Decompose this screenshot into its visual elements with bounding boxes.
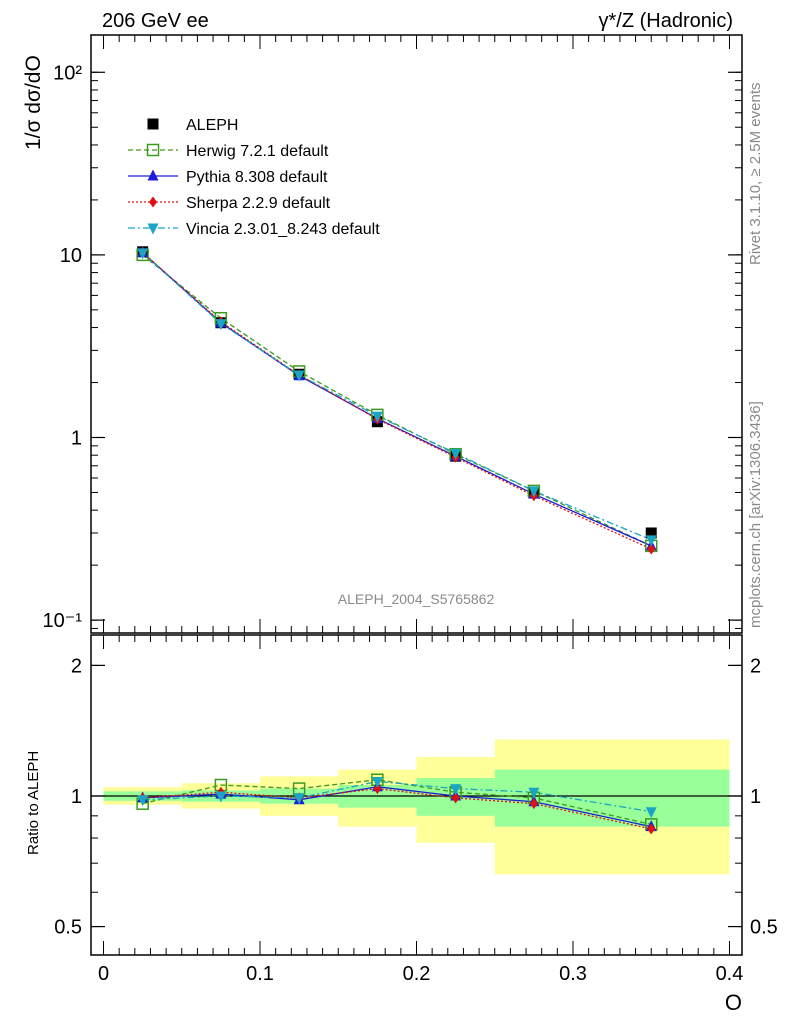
legend-marker [147, 169, 159, 181]
legend: ALEPH Herwig 7.2.1 default Pythia 8.308 de… [128, 117, 380, 238]
x-tick-label: 0.3 [559, 963, 587, 985]
series-point [647, 543, 656, 555]
ratio-series-point [645, 807, 657, 819]
mcplots-label: mcplots.cern.ch [arXiv:1306.3436] [747, 401, 764, 628]
header-left-label: 206 GeV ee [102, 10, 209, 32]
y-tick-label: 10² [53, 62, 82, 84]
legend-marker [147, 223, 159, 235]
y-tick-label-right: 1 [750, 786, 761, 808]
y-tick-label: 10⁻¹ [43, 610, 83, 632]
main-y-axis-label: 1/σ dσ/dO [22, 55, 45, 150]
y-tick-label-right: 0.5 [750, 917, 778, 939]
y-tick-label: 2 [71, 655, 82, 677]
series-line [142, 252, 652, 541]
ratio-series-point [373, 783, 382, 795]
y-tick-label: 10 [60, 245, 82, 267]
main-plot-panel: 10⁻¹ 1 10 10² [43, 34, 743, 634]
series-point [528, 486, 540, 498]
ratio-series-point [529, 798, 538, 810]
series-point [645, 535, 657, 547]
series-point [450, 448, 462, 460]
header-right-label: γ*/Z (Hadronic) [599, 10, 733, 32]
legend-marker [146, 143, 160, 157]
y-tick-label: 0.5 [54, 917, 82, 939]
legend-label: Herwig 7.2.1 default [186, 143, 329, 160]
analysis-label: ALEPH_2004_S5765862 [338, 591, 495, 607]
rivet-version-label: Rivet 3.1.10, ≥ 2.5M events [747, 83, 764, 266]
series-point [371, 411, 383, 423]
y-tick-label-right: 2 [750, 655, 761, 677]
series-point [293, 370, 305, 382]
legend-label: Vincia 2.3.01_8.243 default [186, 221, 380, 238]
legend-label: ALEPH [186, 117, 238, 134]
legend-label: Pythia 8.308 default [186, 169, 328, 186]
ratio-series-point [371, 776, 383, 788]
series-line [142, 252, 652, 547]
x-tick-label: 0.2 [403, 963, 431, 985]
ratio-y-axis-label: Ratio to ALEPH [25, 751, 42, 855]
series-line [142, 254, 652, 547]
series-point [137, 248, 149, 260]
data-point [645, 527, 657, 539]
ratio-series-point [293, 793, 305, 805]
x-tick-label: 0 [98, 963, 109, 985]
series-point [215, 319, 227, 331]
ratio-series-point [137, 795, 149, 807]
legend-label: Sherpa 2.2.9 default [186, 195, 331, 212]
legend-marker [149, 196, 157, 208]
ratio-series-point [450, 784, 462, 796]
x-tick-label: 0.1 [246, 963, 274, 985]
legend-marker [147, 118, 159, 130]
ratio-plot-panel: 0.5 0.5 1 1 2 2 0 0.1 0.2 0.3 0.4 [54, 634, 778, 985]
y-tick-label: 1 [71, 786, 82, 808]
x-tick-label: 0.4 [716, 963, 744, 985]
ratio-series-point [451, 792, 460, 804]
series-line [142, 252, 652, 550]
y-tick-label: 1 [71, 427, 82, 449]
ratio-series-point [528, 787, 540, 799]
ratio-series-point [215, 791, 227, 803]
ratio-series-point [647, 823, 656, 835]
x-axis-label: O [725, 990, 742, 1015]
